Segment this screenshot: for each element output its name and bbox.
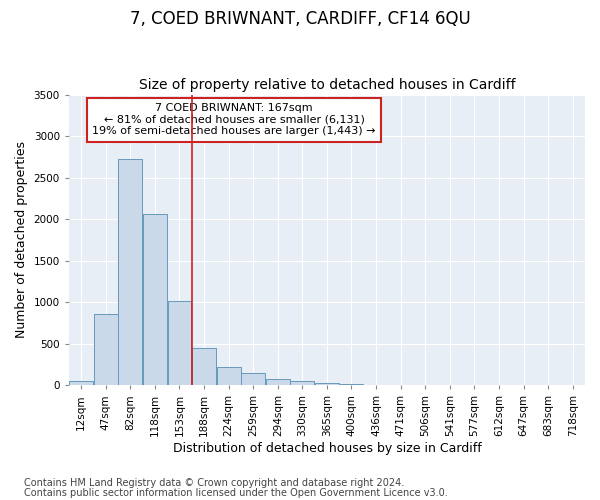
Text: 7 COED BRIWNANT: 167sqm
← 81% of detached houses are smaller (6,131)
19% of semi: 7 COED BRIWNANT: 167sqm ← 81% of detache… [92, 104, 376, 136]
Text: Contains HM Land Registry data © Crown copyright and database right 2024.: Contains HM Land Registry data © Crown c… [24, 478, 404, 488]
Text: 7, COED BRIWNANT, CARDIFF, CF14 6QU: 7, COED BRIWNANT, CARDIFF, CF14 6QU [130, 10, 470, 28]
Y-axis label: Number of detached properties: Number of detached properties [15, 142, 28, 338]
Bar [143, 214, 167, 386]
Bar [290, 380, 314, 386]
Bar [266, 380, 290, 386]
Bar [192, 348, 216, 386]
Bar [241, 373, 265, 386]
Bar [94, 314, 118, 386]
Bar [340, 384, 364, 386]
Text: Contains public sector information licensed under the Open Government Licence v3: Contains public sector information licen… [24, 488, 448, 498]
Title: Size of property relative to detached houses in Cardiff: Size of property relative to detached ho… [139, 78, 515, 92]
Bar [167, 300, 191, 386]
X-axis label: Distribution of detached houses by size in Cardiff: Distribution of detached houses by size … [173, 442, 481, 455]
Bar [118, 158, 142, 386]
Bar [69, 380, 93, 386]
Bar [315, 383, 339, 386]
Bar [217, 368, 241, 386]
